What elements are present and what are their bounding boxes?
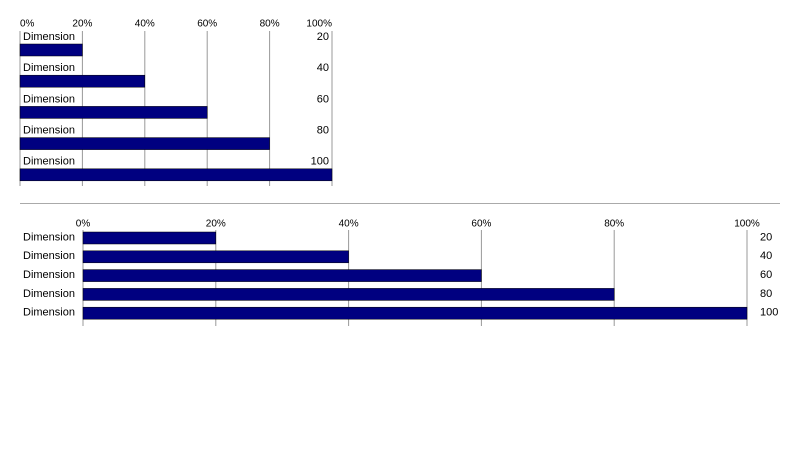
x-tick-label: 40% bbox=[135, 19, 155, 30]
value-label: 100 bbox=[311, 156, 329, 168]
x-tick-label: 100% bbox=[306, 19, 332, 30]
bar bbox=[19, 168, 333, 182]
bar bbox=[19, 43, 83, 57]
category-label: Dimension bbox=[23, 156, 75, 168]
bar bbox=[82, 231, 217, 245]
bar bbox=[82, 288, 615, 301]
x-tick-label: 20% bbox=[72, 19, 92, 30]
value-label: 40 bbox=[760, 250, 772, 262]
value-label: 100 bbox=[760, 307, 778, 319]
x-tick-label: 80% bbox=[260, 19, 280, 30]
category-label: Dimension bbox=[23, 231, 75, 243]
value-label: 60 bbox=[760, 269, 772, 281]
x-tick-label: 80% bbox=[604, 219, 624, 230]
category-label: Dimension bbox=[23, 62, 75, 74]
value-label: 60 bbox=[317, 93, 329, 105]
value-label: 80 bbox=[317, 125, 329, 137]
x-tick-label: 20% bbox=[206, 219, 226, 230]
x-tick-label: 60% bbox=[471, 219, 491, 230]
category-label: Dimension bbox=[23, 125, 75, 137]
bar bbox=[82, 306, 748, 320]
bar bbox=[82, 250, 349, 264]
category-label: Dimension bbox=[23, 250, 75, 262]
value-label: 20 bbox=[760, 231, 772, 243]
bar bbox=[19, 106, 208, 119]
category-label: Dimension bbox=[23, 269, 75, 281]
value-label: 80 bbox=[760, 288, 772, 300]
bar bbox=[82, 269, 482, 282]
category-label: Dimension bbox=[23, 307, 75, 319]
x-tick-label: 60% bbox=[197, 19, 217, 30]
value-label: 40 bbox=[317, 62, 329, 74]
x-tick-label: 100% bbox=[734, 219, 760, 230]
category-label: Dimension bbox=[23, 31, 75, 43]
category-label: Dimension bbox=[23, 93, 75, 105]
bar bbox=[19, 74, 146, 88]
bar bbox=[19, 137, 270, 150]
x-tick-label: 0% bbox=[76, 219, 91, 230]
x-tick-label: 0% bbox=[20, 19, 35, 30]
x-tick-label: 40% bbox=[339, 219, 359, 230]
value-label: 20 bbox=[317, 31, 329, 43]
category-label: Dimension bbox=[23, 288, 75, 300]
